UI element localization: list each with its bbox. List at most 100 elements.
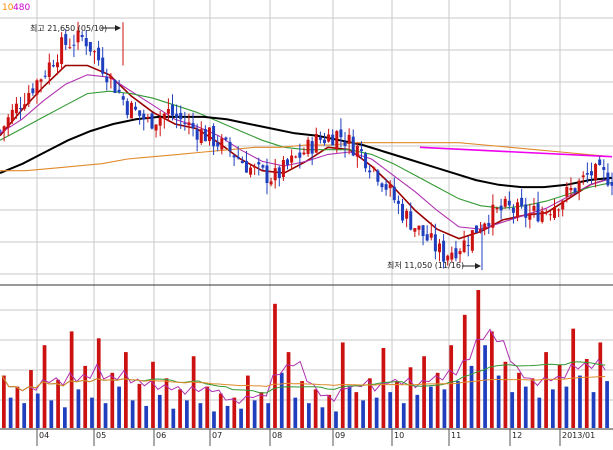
candle-body bbox=[500, 206, 503, 211]
candle-body bbox=[130, 103, 133, 119]
candle-body bbox=[155, 125, 158, 131]
candle-body bbox=[339, 129, 342, 137]
volume-bar bbox=[361, 400, 365, 428]
volume-bar bbox=[551, 389, 555, 428]
candle-body bbox=[352, 137, 355, 156]
volume-bar bbox=[178, 389, 182, 428]
candle-body bbox=[118, 90, 121, 92]
volume-bar bbox=[429, 387, 433, 428]
x-tick-label: 2013/01 bbox=[562, 431, 595, 440]
candle-body bbox=[224, 138, 227, 140]
candle-body bbox=[302, 153, 305, 155]
candle-body bbox=[192, 123, 195, 128]
candle-body bbox=[307, 140, 310, 154]
candle-body bbox=[446, 256, 449, 261]
candle-body bbox=[68, 47, 71, 48]
volume-bar bbox=[49, 400, 53, 428]
volume-bar bbox=[436, 373, 440, 428]
x-tick-label: 09 bbox=[335, 431, 345, 440]
candle-body bbox=[360, 149, 363, 151]
candle-body bbox=[44, 76, 47, 77]
volume-bar bbox=[63, 407, 67, 428]
volume-bar bbox=[598, 342, 602, 428]
candle-body bbox=[52, 65, 55, 66]
volume-bar bbox=[558, 365, 562, 428]
candle-body bbox=[11, 110, 14, 121]
volume-bar bbox=[36, 394, 40, 429]
volume-bar bbox=[354, 392, 358, 428]
candle-body bbox=[89, 42, 92, 52]
candle-body bbox=[426, 234, 429, 240]
candle-body bbox=[200, 129, 203, 143]
candle-body bbox=[150, 113, 153, 128]
candle-body bbox=[31, 88, 34, 93]
candle-body bbox=[114, 80, 117, 93]
candle-body bbox=[179, 113, 182, 119]
volume-bar bbox=[192, 356, 196, 428]
candle-body bbox=[356, 146, 359, 157]
candle-body bbox=[590, 171, 593, 175]
volume-bar bbox=[29, 370, 33, 428]
candle-body bbox=[294, 156, 297, 157]
volume-bar bbox=[219, 394, 223, 429]
volume-bar bbox=[287, 352, 291, 428]
x-tick-label: 07 bbox=[212, 431, 222, 440]
volume-bar bbox=[260, 392, 264, 428]
volume-bar bbox=[476, 290, 480, 428]
candle-body bbox=[60, 37, 63, 64]
candle-body bbox=[270, 181, 273, 184]
candle-body bbox=[401, 204, 404, 221]
legend-item-ma: 480 bbox=[13, 3, 30, 13]
volume-bar bbox=[449, 345, 453, 428]
candle-body bbox=[483, 224, 486, 230]
volume-bar bbox=[388, 392, 392, 428]
candle-body bbox=[495, 208, 498, 209]
candle-body bbox=[249, 168, 252, 175]
candle-body bbox=[101, 58, 104, 74]
candle-body bbox=[376, 171, 379, 182]
volume-bar bbox=[395, 381, 399, 428]
volume-bar bbox=[565, 387, 569, 428]
candle-body bbox=[122, 96, 125, 100]
candle-body bbox=[463, 241, 466, 253]
volume-bar bbox=[97, 338, 101, 428]
volume-bar bbox=[524, 387, 528, 428]
volume-bar bbox=[266, 403, 270, 428]
volume-bar bbox=[483, 345, 487, 428]
candle-body bbox=[467, 245, 470, 246]
candle-body bbox=[557, 210, 560, 211]
candle-body bbox=[524, 204, 527, 217]
volume-bar bbox=[151, 362, 155, 428]
volume-bar bbox=[253, 400, 257, 428]
candle-body bbox=[344, 142, 347, 146]
candle-body bbox=[85, 38, 88, 46]
volume-bar bbox=[334, 411, 338, 428]
volume-bar bbox=[293, 398, 297, 428]
candle-body bbox=[138, 110, 141, 115]
candle-body bbox=[97, 48, 100, 61]
candle-body bbox=[241, 161, 244, 163]
candle-body bbox=[216, 143, 219, 147]
candle-body bbox=[413, 228, 416, 232]
volume-bar bbox=[510, 392, 514, 428]
volume-bar bbox=[375, 398, 379, 428]
candle-body bbox=[282, 160, 285, 177]
candle-body bbox=[331, 135, 334, 146]
candle-body bbox=[598, 160, 601, 165]
candle-body bbox=[368, 170, 371, 172]
candle-body bbox=[298, 153, 301, 158]
volume-bar bbox=[422, 356, 426, 428]
candle-body bbox=[582, 175, 585, 177]
candle-body bbox=[56, 62, 59, 67]
candle-body bbox=[274, 168, 277, 180]
volume-bar bbox=[158, 395, 162, 428]
candle-body bbox=[459, 251, 462, 254]
volume-bar bbox=[578, 376, 582, 428]
candle-body bbox=[183, 123, 186, 124]
candle-body bbox=[549, 214, 552, 215]
candle-body bbox=[93, 51, 96, 52]
volume-bar bbox=[2, 376, 6, 428]
candle-body bbox=[516, 202, 519, 217]
candle-body bbox=[565, 187, 568, 197]
